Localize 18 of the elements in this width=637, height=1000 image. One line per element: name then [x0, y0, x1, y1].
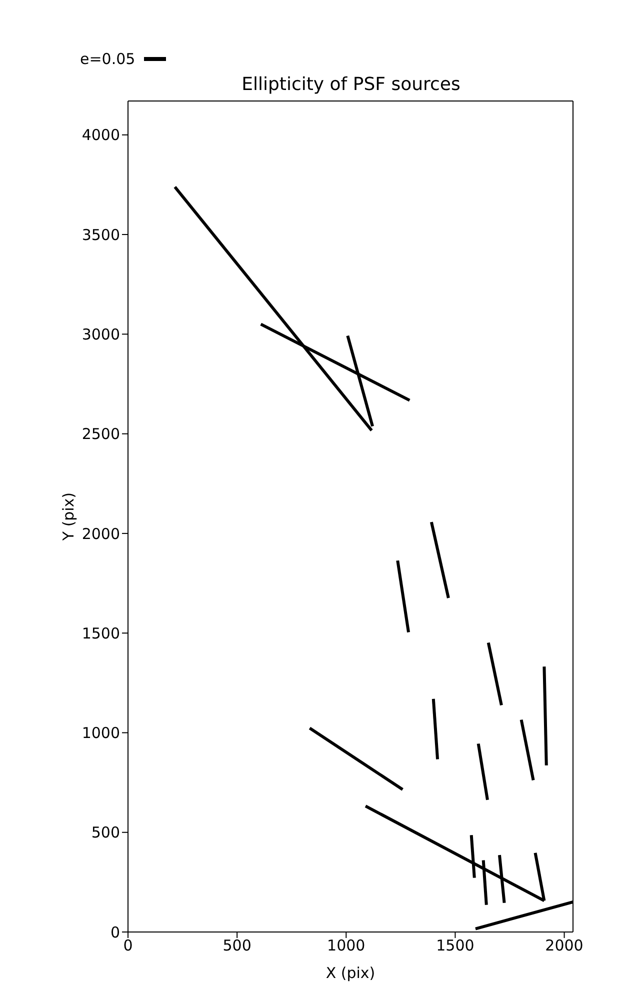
y-tick-label: 2000 [82, 524, 120, 543]
x-axis-title: X (pix) [326, 964, 376, 982]
y-tick-label: 0 [110, 923, 120, 942]
x-tick-label: 0 [123, 936, 133, 955]
text: e=0.05 [80, 50, 136, 68]
y-tick-label: 1000 [82, 724, 120, 742]
y-tick-label: 500 [91, 824, 120, 842]
x-tick-label: 500 [222, 936, 252, 955]
y-tick-label: 2500 [82, 425, 120, 444]
x-tick-label: 2000 [545, 936, 584, 955]
y-tick-label: 4000 [82, 126, 120, 144]
y-tick-label: 1500 [82, 624, 120, 642]
y-tick-label: 3500 [82, 226, 120, 244]
x-tick-label: 1000 [327, 936, 366, 955]
y-tick-label: 3000 [82, 325, 120, 344]
y-axis-title: Y (pix) [59, 492, 78, 542]
chart-title: Ellipticity of PSF sources [240, 74, 462, 95]
x-tick-label: 1500 [436, 936, 474, 955]
